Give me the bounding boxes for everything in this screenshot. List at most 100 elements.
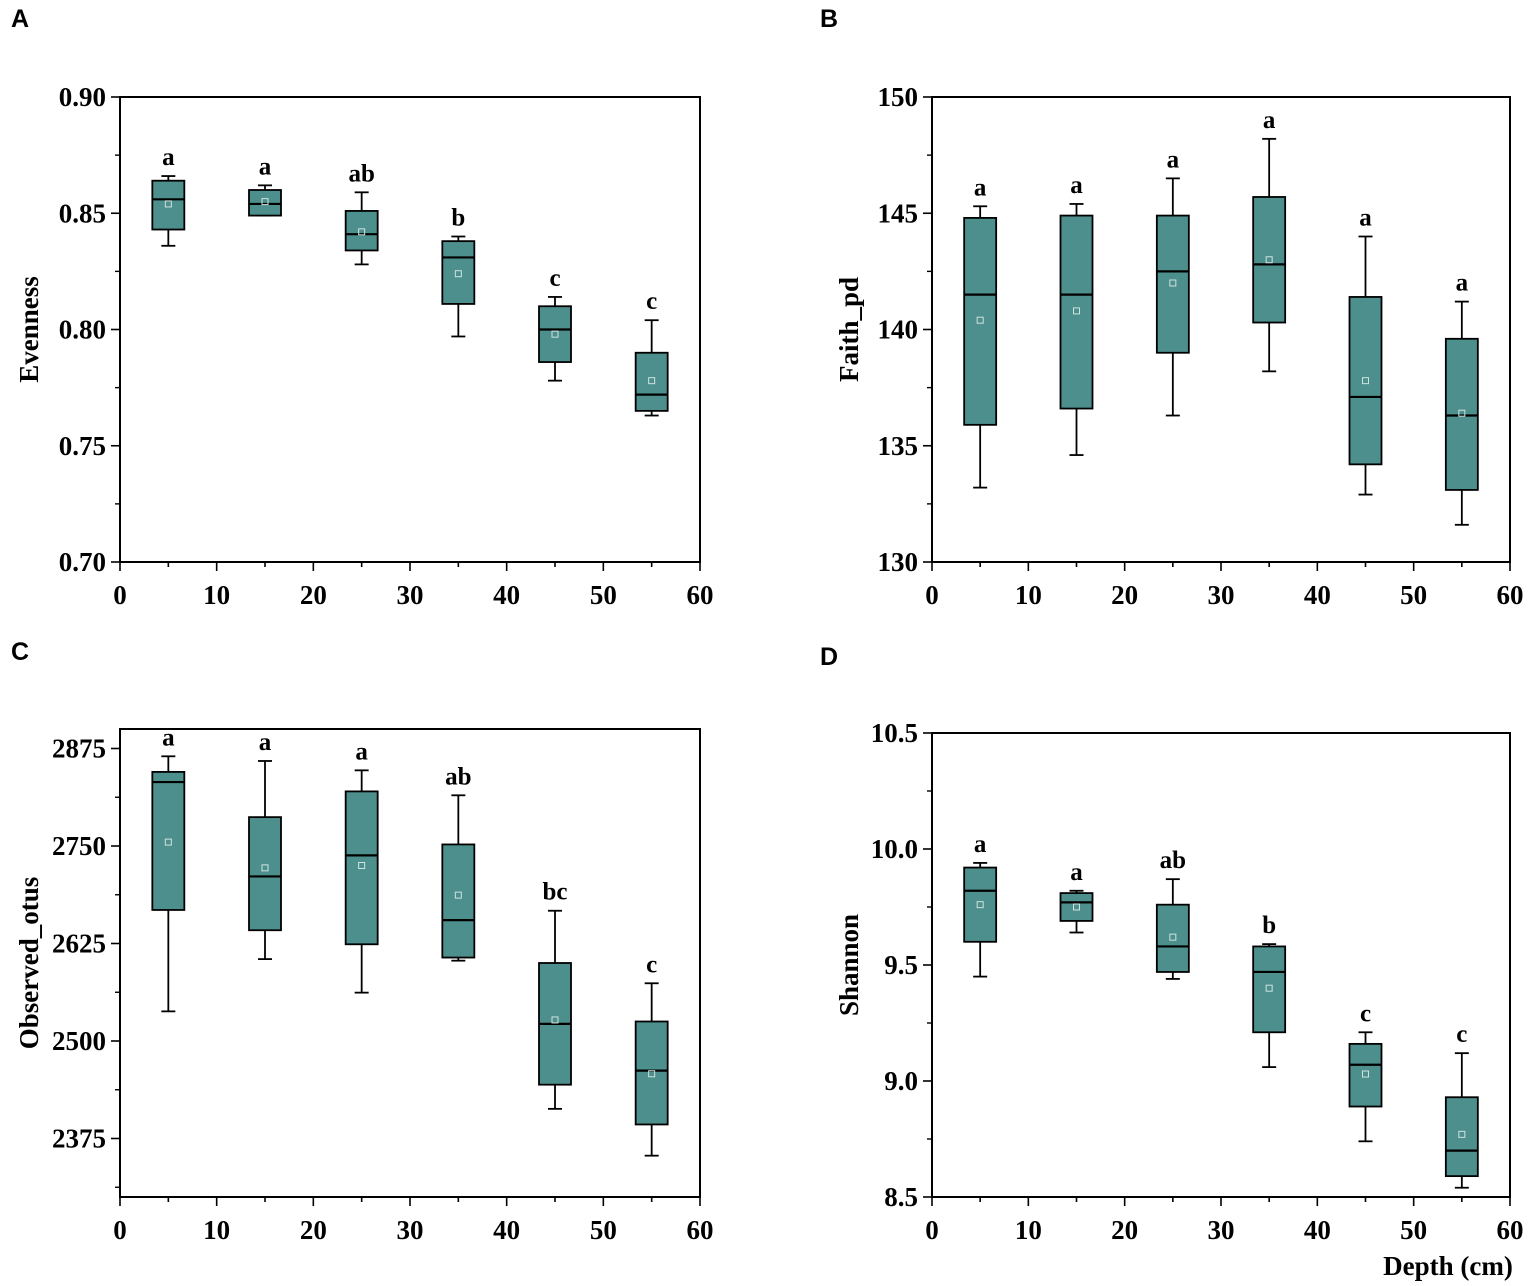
box-iqr (634, 351, 669, 412)
y-tick-label: 2875 (52, 734, 106, 764)
box-group: a (1348, 205, 1383, 496)
y-tick-label: 140 (878, 315, 919, 345)
y-axis-title: Faith_pd (834, 277, 864, 382)
box-iqr (1348, 296, 1383, 466)
box-iqr (1444, 337, 1479, 491)
x-tick-label: 20 (300, 580, 327, 610)
x-tick-label: 40 (493, 580, 520, 610)
mean-marker (1073, 903, 1080, 911)
x-tick-label: 10 (1015, 1215, 1042, 1245)
mean-marker (1458, 1130, 1466, 1138)
box-iqr (441, 240, 476, 305)
mean-marker (454, 891, 462, 899)
x-tick-label: 10 (203, 1215, 230, 1245)
x-tick-label: 40 (1304, 580, 1331, 610)
y-tick-label: 130 (878, 547, 919, 577)
y-tick-label: 150 (878, 82, 919, 112)
significance-label: c (549, 265, 560, 292)
y-tick-label: 0.80 (59, 315, 106, 345)
box-group: a (151, 144, 186, 247)
box-iqr (151, 179, 186, 231)
plot-frame (119, 96, 701, 563)
box-group: ab (344, 160, 379, 266)
y-tick-label: 0.90 (59, 82, 106, 112)
plot-frame (931, 732, 1511, 1198)
mean-marker (261, 198, 269, 206)
y-tick-label: 10.0 (871, 834, 918, 864)
x-tick-label: 30 (1208, 580, 1235, 610)
box-iqr (248, 189, 282, 217)
panel-letter: A (11, 5, 29, 33)
significance-label: a (355, 738, 368, 765)
box-group: ab (441, 763, 476, 962)
box-iqr (538, 305, 572, 363)
mean-marker (1169, 933, 1177, 941)
box-group: a (1155, 146, 1190, 417)
significance-label: a (974, 174, 987, 201)
significance-label: bc (543, 879, 568, 906)
box-group: b (441, 205, 476, 338)
y-tick-label: 0.85 (59, 198, 106, 228)
y-tick-label: 8.5 (884, 1182, 918, 1212)
y-tick-label: 0.70 (59, 547, 106, 577)
box-group: a (963, 174, 998, 489)
x-tick-label: 20 (1111, 1215, 1138, 1245)
x-tick-label: 20 (1111, 580, 1138, 610)
significance-label: c (646, 951, 657, 978)
mean-marker (976, 316, 984, 324)
x-tick-label: 60 (1497, 580, 1524, 610)
significance-label: a (1359, 205, 1372, 232)
box-group: a (248, 153, 282, 217)
mean-marker (551, 330, 559, 338)
x-tick-label: 30 (1208, 1215, 1235, 1245)
mean-marker (648, 1070, 656, 1078)
mean-marker (1169, 279, 1177, 287)
y-tick-label: 2625 (52, 929, 106, 959)
x-tick-label: 40 (493, 1215, 520, 1245)
box-group: a (1059, 859, 1094, 934)
box-iqr (1348, 1042, 1383, 1108)
box-group: ab (1155, 847, 1190, 980)
significance-label: c (1456, 1021, 1467, 1048)
box-iqr (1059, 214, 1094, 410)
box-iqr (1252, 945, 1287, 1034)
significance-label: c (646, 288, 657, 315)
x-tick-label: 50 (1400, 580, 1427, 610)
box-group: a (344, 738, 379, 994)
y-axis-title: Evenness (14, 276, 44, 383)
box-iqr (151, 771, 186, 911)
significance-label: a (1070, 172, 1083, 199)
mean-marker (1458, 409, 1466, 417)
mean-marker (164, 200, 172, 208)
significance-label: a (259, 729, 272, 756)
y-tick-label: 135 (878, 431, 919, 461)
y-tick-label: 2750 (52, 831, 106, 861)
box-group: a (248, 729, 282, 960)
mean-marker (454, 270, 462, 278)
x-tick-label: 0 (925, 1215, 939, 1245)
significance-label: a (1070, 859, 1083, 886)
box-iqr (248, 816, 282, 932)
mean-marker (1265, 984, 1273, 992)
y-tick-label: 0.75 (59, 431, 106, 461)
significance-label: a (162, 144, 175, 171)
box-group: b (1252, 912, 1287, 1068)
x-tick-label: 60 (687, 580, 714, 610)
box-iqr (1444, 1096, 1479, 1178)
box-iqr (1252, 196, 1287, 324)
mean-marker (1073, 307, 1080, 315)
mean-marker (358, 228, 366, 236)
x-tick-label: 0 (925, 580, 939, 610)
mean-marker (164, 838, 172, 846)
panel-d: D 0 10 20 30 40 50 60 8.5 9.0 9.5 10.0 10.5 Shannon D… (820, 643, 1524, 1281)
significance-label: b (451, 205, 465, 232)
box-iqr (344, 210, 379, 252)
box-group: a (963, 831, 998, 978)
significance-label: ab (348, 160, 374, 187)
panel-letter: C (11, 638, 29, 666)
box-group: c (634, 288, 669, 417)
box-iqr (1155, 214, 1190, 354)
y-tick-label: 145 (878, 198, 919, 228)
box-iqr (634, 1020, 669, 1126)
